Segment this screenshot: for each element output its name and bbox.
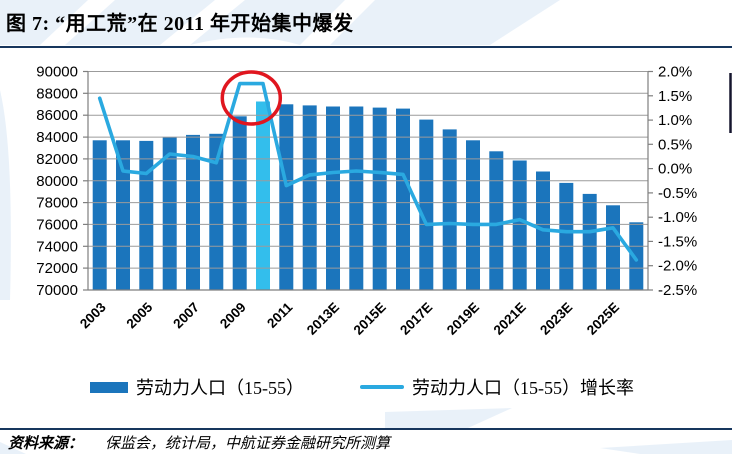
right-axis-tick-label: 1.5% bbox=[658, 88, 692, 105]
watermark-shape bbox=[0, 90, 11, 300]
right-axis-tick-label: 0.5% bbox=[658, 136, 692, 153]
watermark-shape bbox=[65, 0, 215, 45]
population-bars bbox=[92, 101, 644, 291]
left-axis-tick-label: 70000 bbox=[36, 282, 78, 299]
axis-labels: 70000 72000 74000 76000 78000 80000 82000 84000… bbox=[36, 64, 697, 338]
bar bbox=[349, 106, 364, 290]
x-axis-year-label: 2013E bbox=[304, 300, 342, 338]
legend-item-growth-rate: 劳动力人口（15-55）增长率 bbox=[360, 372, 634, 402]
right-axis-tick-label: 0.0% bbox=[658, 161, 692, 178]
bar bbox=[116, 140, 130, 290]
right-axis-tick-label: 1.0% bbox=[658, 112, 692, 129]
bar bbox=[582, 193, 597, 290]
growth-rate-line bbox=[97, 81, 639, 262]
source-note: 资料来源： 保监会，统计局，中航证券金融研究所测算 bbox=[8, 432, 390, 453]
annotation-red-circle bbox=[220, 70, 283, 126]
x-axis-year-label: 2005 bbox=[124, 299, 156, 331]
legend-line-swatch bbox=[360, 385, 404, 389]
left-axis-tick-label: 88000 bbox=[36, 85, 78, 102]
right-axis-tick-label: -2.5% bbox=[658, 282, 697, 299]
x-axis-year-label: 2009 bbox=[217, 300, 249, 332]
left-axis-tick-label: 86000 bbox=[36, 107, 78, 124]
bar bbox=[209, 133, 224, 290]
bar bbox=[606, 205, 620, 290]
x-axis-year-label: 2015E bbox=[351, 300, 389, 338]
right-axis-tick-label: -0.5% bbox=[658, 185, 697, 202]
bar bbox=[489, 151, 504, 290]
bar bbox=[139, 140, 154, 290]
x-axis-year-label: 2025E bbox=[584, 300, 622, 338]
bar bbox=[466, 140, 480, 290]
x-axis-year-label: 2019E bbox=[444, 300, 482, 338]
right-axis-tick-label: -1.5% bbox=[658, 233, 697, 250]
watermark-shape bbox=[385, 408, 512, 428]
bar-2010-highlighted bbox=[256, 101, 270, 290]
x-axis-year-label: 2021E bbox=[491, 300, 529, 338]
left-axis-tick-label: 78000 bbox=[36, 195, 78, 212]
watermark-shape bbox=[600, 440, 732, 454]
left-axis-tick-label: 74000 bbox=[36, 238, 78, 255]
right-axis-tick-label: -2.0% bbox=[658, 258, 697, 275]
x-axis-year-label: 2023E bbox=[537, 300, 575, 338]
bar bbox=[442, 129, 457, 290]
left-axis-tick-label: 82000 bbox=[36, 151, 78, 168]
watermark-shape bbox=[190, 0, 345, 45]
source-label: 资料来源： bbox=[8, 436, 84, 452]
x-axis-year-label: 2011 bbox=[264, 299, 296, 331]
bar bbox=[629, 222, 644, 290]
bar bbox=[279, 104, 294, 290]
bar bbox=[396, 108, 410, 290]
source-divider-rule bbox=[0, 428, 732, 430]
left-axis-tick-label: 72000 bbox=[36, 260, 78, 277]
figure-title: 图 7: “用工荒”在 2011 年开始集中爆发 bbox=[6, 13, 354, 35]
legend-line-label: 劳动力人口（15-55）增长率 bbox=[412, 378, 634, 398]
chart-legend: 劳动力人口（15-55） 劳动力人口（15-55）增长率 bbox=[0, 372, 732, 402]
bar bbox=[302, 105, 317, 291]
bar bbox=[186, 134, 200, 290]
bar bbox=[559, 182, 574, 290]
gridlines bbox=[88, 71, 648, 291]
title-underline-rule bbox=[0, 46, 732, 48]
legend-item-population: 劳动力人口（15-55） bbox=[90, 372, 304, 402]
legend-bar-swatch bbox=[90, 381, 128, 393]
left-axis-tick-label: 90000 bbox=[36, 64, 78, 81]
watermark-shape bbox=[330, 0, 560, 45]
x-axis-year-label: 2017E bbox=[397, 300, 435, 338]
source-text: 保监会，统计局，中航证券金融研究所测算 bbox=[105, 436, 391, 452]
bar bbox=[512, 160, 527, 290]
bar bbox=[372, 107, 387, 290]
bar bbox=[92, 140, 107, 290]
x-axis-year-label: 2003 bbox=[77, 299, 109, 331]
bar bbox=[326, 106, 340, 290]
bar bbox=[232, 116, 247, 290]
left-axis-tick-label: 84000 bbox=[36, 129, 78, 146]
axes bbox=[83, 70, 653, 291]
right-axis-tick-label: 2.0% bbox=[658, 64, 692, 81]
watermark-shape bbox=[0, 442, 26, 454]
left-axis-tick-label: 76000 bbox=[36, 216, 78, 233]
bar bbox=[162, 137, 177, 290]
bar bbox=[419, 119, 434, 290]
right-axis-tick-label: -1.0% bbox=[658, 209, 697, 226]
x-axis-year-label: 2007 bbox=[170, 300, 202, 332]
left-axis-tick-label: 80000 bbox=[36, 173, 78, 190]
watermark-shape bbox=[0, 0, 88, 45]
legend-bar-label: 劳动力人口（15-55） bbox=[136, 378, 304, 398]
